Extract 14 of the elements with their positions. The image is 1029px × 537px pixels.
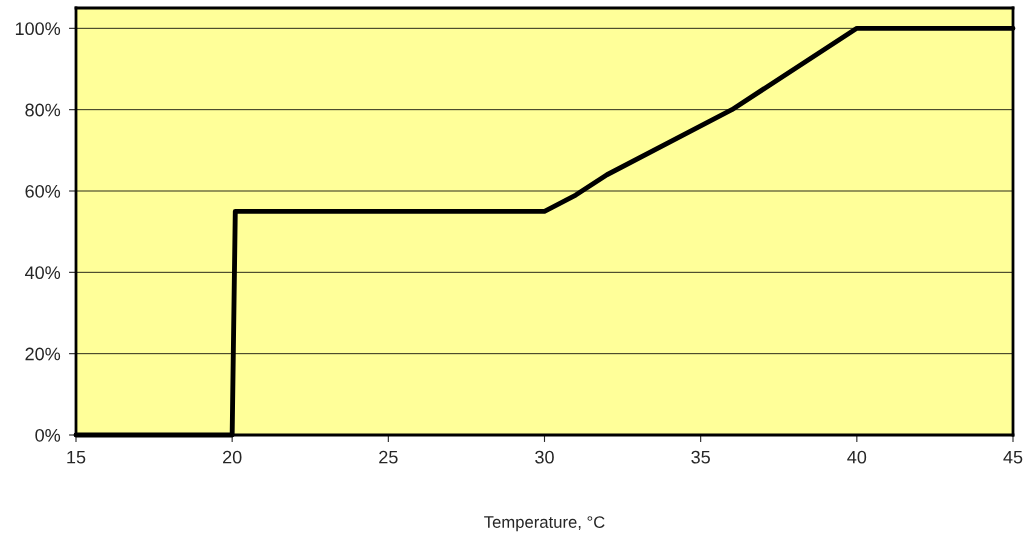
x-tick-label: 45: [1003, 450, 1023, 464]
x-axis-title: Temperature, °C: [484, 516, 605, 532]
y-tick-label: 80%: [25, 103, 61, 117]
y-tick-label: 100%: [15, 22, 61, 36]
y-tick-label: 0%: [35, 428, 61, 442]
x-tick-label: 30: [535, 450, 554, 464]
x-tick-label: 20: [223, 450, 242, 464]
y-tick-label: 20%: [25, 347, 61, 361]
x-tick-label: 25: [379, 450, 398, 464]
x-tick-label: 40: [847, 450, 867, 464]
y-tick-label: 60%: [25, 184, 61, 198]
y-tick-label: 40%: [25, 266, 61, 280]
x-tick-label: 35: [691, 450, 710, 464]
x-tick-label: 15: [67, 450, 86, 464]
